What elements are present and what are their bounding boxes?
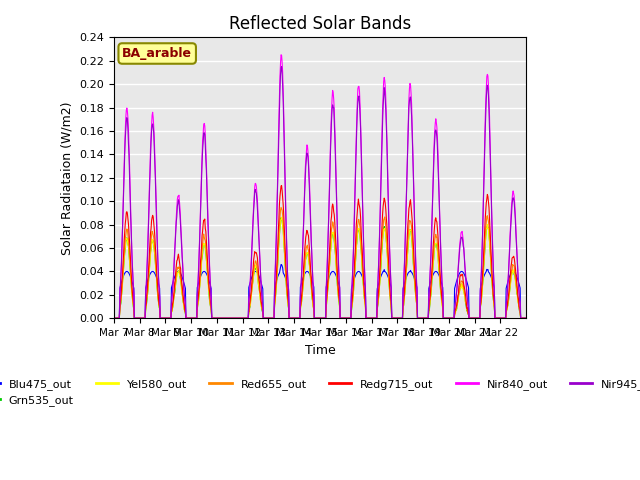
Blu475_out	[270, 315, 278, 321]
Red655_out	[270, 315, 278, 321]
Yel580_out	[522, 315, 530, 321]
Nir840_out	[159, 315, 166, 321]
Nir840_out	[522, 315, 530, 321]
Blu475_out	[385, 277, 393, 283]
Grn535_out	[159, 315, 166, 321]
Legend: Blu475_out, Grn535_out, Yel580_out, Red655_out, Redg715_out, Nir840_out, Nir945_: Blu475_out, Grn535_out, Yel580_out, Red6…	[0, 374, 640, 410]
Line: Blu475_out: Blu475_out	[114, 264, 526, 318]
Line: Yel580_out: Yel580_out	[114, 217, 526, 318]
Nir840_out	[270, 315, 278, 321]
Nir840_out	[110, 315, 118, 321]
Grn535_out	[522, 315, 530, 321]
Yel580_out	[385, 281, 393, 287]
Line: Nir945_out: Nir945_out	[114, 67, 526, 318]
Blu475_out	[277, 262, 285, 267]
Blu475_out	[255, 272, 262, 277]
Redg715_out	[522, 315, 530, 321]
Text: BA_arable: BA_arable	[122, 47, 192, 60]
Blu475_out	[522, 315, 530, 321]
Grn535_out	[277, 215, 285, 220]
Title: Reflected Solar Bands: Reflected Solar Bands	[229, 15, 411, 33]
Nir945_out	[110, 315, 118, 321]
Nir840_out	[234, 315, 242, 321]
Nir945_out	[385, 230, 393, 236]
Nir945_out	[362, 315, 370, 321]
Nir840_out	[385, 224, 393, 230]
Redg715_out	[234, 315, 242, 321]
Nir840_out	[362, 315, 370, 321]
Grn535_out	[234, 315, 242, 321]
Yel580_out	[255, 282, 262, 288]
Redg715_out	[159, 315, 166, 321]
Red655_out	[110, 315, 118, 321]
Yel580_out	[270, 315, 278, 321]
Red655_out	[159, 315, 166, 321]
Red655_out	[362, 315, 370, 321]
Red655_out	[522, 315, 530, 321]
Nir945_out	[270, 315, 278, 321]
Blu475_out	[110, 315, 118, 321]
Nir840_out	[277, 52, 285, 58]
Redg715_out	[255, 269, 262, 275]
Grn535_out	[110, 315, 118, 321]
Line: Red655_out: Red655_out	[114, 207, 526, 318]
Grn535_out	[385, 280, 393, 286]
Blu475_out	[234, 315, 242, 321]
Redg715_out	[385, 270, 393, 276]
Red655_out	[385, 276, 393, 282]
Nir840_out	[255, 222, 262, 228]
Yel580_out	[234, 315, 242, 321]
Grn535_out	[255, 282, 262, 288]
Nir945_out	[234, 315, 242, 321]
Nir945_out	[255, 227, 262, 232]
Grn535_out	[270, 315, 278, 321]
Redg715_out	[270, 315, 278, 321]
Yel580_out	[110, 315, 118, 321]
Redg715_out	[362, 315, 370, 321]
Red655_out	[234, 315, 242, 321]
X-axis label: Time: Time	[305, 344, 335, 357]
Blu475_out	[159, 315, 166, 321]
Nir945_out	[278, 64, 285, 70]
Line: Nir840_out: Nir840_out	[114, 55, 526, 318]
Redg715_out	[278, 183, 285, 189]
Line: Redg715_out: Redg715_out	[114, 186, 526, 318]
Yel580_out	[159, 315, 166, 321]
Redg715_out	[110, 315, 118, 321]
Line: Grn535_out: Grn535_out	[114, 217, 526, 318]
Y-axis label: Solar Radiataion (W/m2): Solar Radiataion (W/m2)	[61, 101, 74, 254]
Nir945_out	[159, 315, 166, 321]
Red655_out	[277, 204, 285, 210]
Red655_out	[255, 276, 262, 282]
Grn535_out	[362, 315, 370, 321]
Yel580_out	[278, 215, 285, 220]
Yel580_out	[362, 315, 370, 321]
Blu475_out	[362, 315, 370, 321]
Nir945_out	[522, 315, 530, 321]
